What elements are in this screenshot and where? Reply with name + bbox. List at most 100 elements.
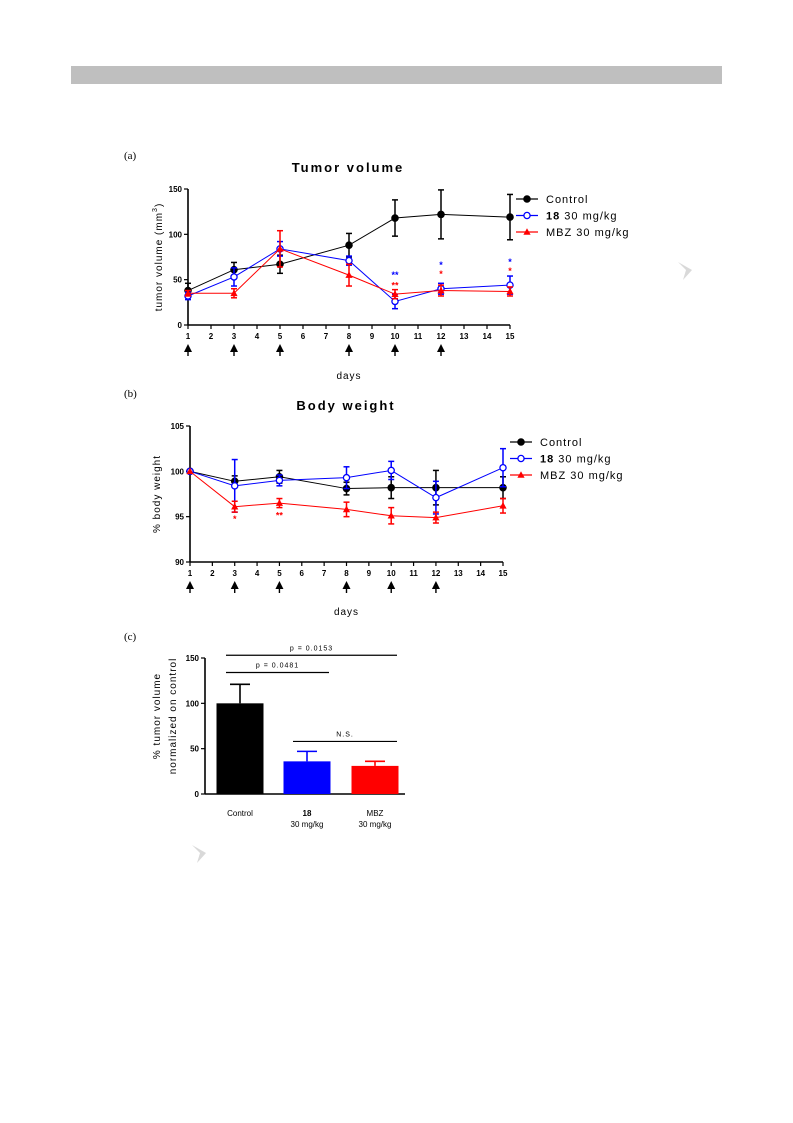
chart-a-legend-marker-control [523,195,531,203]
chart-c-y-tick-label: 150 [186,654,200,663]
chart-b-legend-label-control: Control [540,437,582,449]
chart-b-x-tick-label: 11 [409,569,418,578]
chart-a-significance-mark: * [439,260,443,270]
chart-b-dosing-arrow-icon [387,581,396,589]
chart-b-x-tick-label: 15 [499,569,508,578]
chart-a-y-tick-label: 50 [173,276,182,285]
chart-b-legend-label-compound18: 18 30 mg/kg [540,454,612,466]
header-bar [71,66,722,84]
chart-a-y-tick-label: 0 [178,321,183,330]
chart-a-legend-label-compound18: 18 30 mg/kg [546,211,618,223]
chart-a-point-control [391,214,399,222]
chart-b-y-label: % body weight [152,455,163,533]
chart-b-point-mbz [231,502,239,510]
chart-b-x-tick-label: 7 [322,569,327,578]
chart-b-title: Body weight [296,398,395,413]
chart-b-y-tick-label: 100 [171,467,185,476]
chart-b-point-compound18 [432,493,440,502]
chart-a-dosing-arrow-icon [184,344,192,352]
chart-c-y-tick-label: 50 [190,745,199,754]
chart-b-y-tick-label: 90 [175,558,184,567]
chart-b-dosing-arrow-icon [431,581,440,589]
chart-c-significance-label: p = 0.0153 [290,645,333,652]
chart-b-point-compound18 [499,463,507,472]
chart-a-legend-marker-mbz [523,228,531,235]
chart-b-point-compound18 [387,466,395,475]
chart-a-x-tick-label: 8 [347,332,352,341]
chart-a-y-label-close: ) [154,203,165,207]
chart-b-legend-marker-compound18 [517,454,525,463]
chart-a-dosing-arrow-icon [276,344,284,352]
chart-a-point-mbz [184,289,192,297]
chart-a-x-tick-label: 9 [370,332,375,341]
chart-b-point-mbz [186,467,194,475]
chart-b-legend-label-mbz: MBZ 30 mg/kg [540,470,624,482]
chart-a-point-control [506,213,514,221]
chart-b-point-compound18 [342,473,351,482]
chart-c-category-label-2: MBZ [367,809,384,818]
chart-c-significance-label: p = 0.0481 [256,663,299,670]
chart-a-legend-label-mbz: MBZ 30 mg/kg [546,227,630,239]
chart-a-dosing-arrow-icon [230,344,238,352]
chart-b-legend-label-bold: 18 [540,454,554,466]
chart-b-x-tick-label: 14 [476,569,485,578]
panel-label-a: (a) [124,150,137,162]
chart-b-x-tick-label: 13 [454,569,463,578]
chart-b-dosing-arrow-icon [230,581,239,589]
chart-b-x-tick-label: 10 [387,569,396,578]
chart-c-y-tick-label: 0 [195,790,200,799]
chart-b-y-tick-label: 95 [175,513,184,522]
chart-a-point-mbz [506,287,514,295]
chart-c-bar-0 [216,703,264,794]
chart-a-x-tick-label: 6 [301,332,306,341]
chart-a-point-mbz [437,286,445,294]
chart-c-y-label-line2: normalized on control [168,658,179,775]
chart-b-dosing-arrow-icon [275,581,284,589]
chart-b-x-tick-label: 9 [367,569,372,578]
chart-b-x-tick-label: 2 [210,569,215,578]
chart-c-category-sublabel-2: 30 mg/kg [359,820,392,829]
chart-a-x-tick-label: 7 [324,332,329,341]
chart-a-y-tick-label: 100 [169,230,183,239]
chart-b-significance-mark: * [233,514,237,524]
chart-b-dosing-arrow-icon [342,581,351,589]
chart-a-x-label: days [336,371,361,382]
chart-a-legend-label-bold: 18 [546,211,560,223]
chart-a-point-mbz [230,289,238,297]
chart-b-x-tick-label: 12 [431,569,440,578]
chart-a-point-mbz [391,290,399,297]
chart-a-x-tick-label: 12 [437,332,446,341]
chart-b-dosing-arrow-icon [186,581,194,589]
chart-c-bar-1 [283,761,331,794]
chart-a-x-tick-label: 3 [232,332,237,341]
chart-a-x-tick-label: 2 [209,332,214,341]
chart-a-significance-mark: * [508,266,512,276]
chart-a-y-tick-label: 150 [169,185,183,194]
chart-a-dosing-arrow-icon [345,344,353,352]
chart-b-legend-marker-control [517,438,525,446]
chart-a-point-mbz [276,245,284,252]
chart-b-significance-mark: ** [276,510,284,520]
chart-a-x-tick-label: 13 [460,332,469,341]
panel-label-b: (b) [124,388,137,400]
chart-b-x-tick-label: 5 [277,569,282,578]
chart-a-legend-label-control: Control [546,194,588,206]
chart-a-significance-mark: ** [391,281,399,291]
chart-a-significance-mark: * [508,257,512,267]
chart-b-point-mbz [342,505,351,513]
chart-c-bar-2 [351,765,399,794]
chart-b-point-mbz [432,513,440,521]
chart-b-point-mbz [499,501,507,509]
chart-a-point-control [345,241,353,250]
chart-a-x-tick-label: 4 [255,332,260,341]
chart-b-y-tick-label: 105 [171,422,185,431]
chart-a-significance-mark: ** [391,270,399,280]
chart-a-dosing-arrow-icon [391,344,399,352]
chart-a-title: Tumor volume [292,160,405,175]
chart-b-point-mbz [387,511,395,519]
chart-a-point-mbz [345,271,353,278]
chart-b-x-tick-label: 8 [344,569,349,578]
chart-a-y-label-superscript: 3 [152,207,159,212]
chart-b-x-tick-label: 1 [188,569,193,578]
